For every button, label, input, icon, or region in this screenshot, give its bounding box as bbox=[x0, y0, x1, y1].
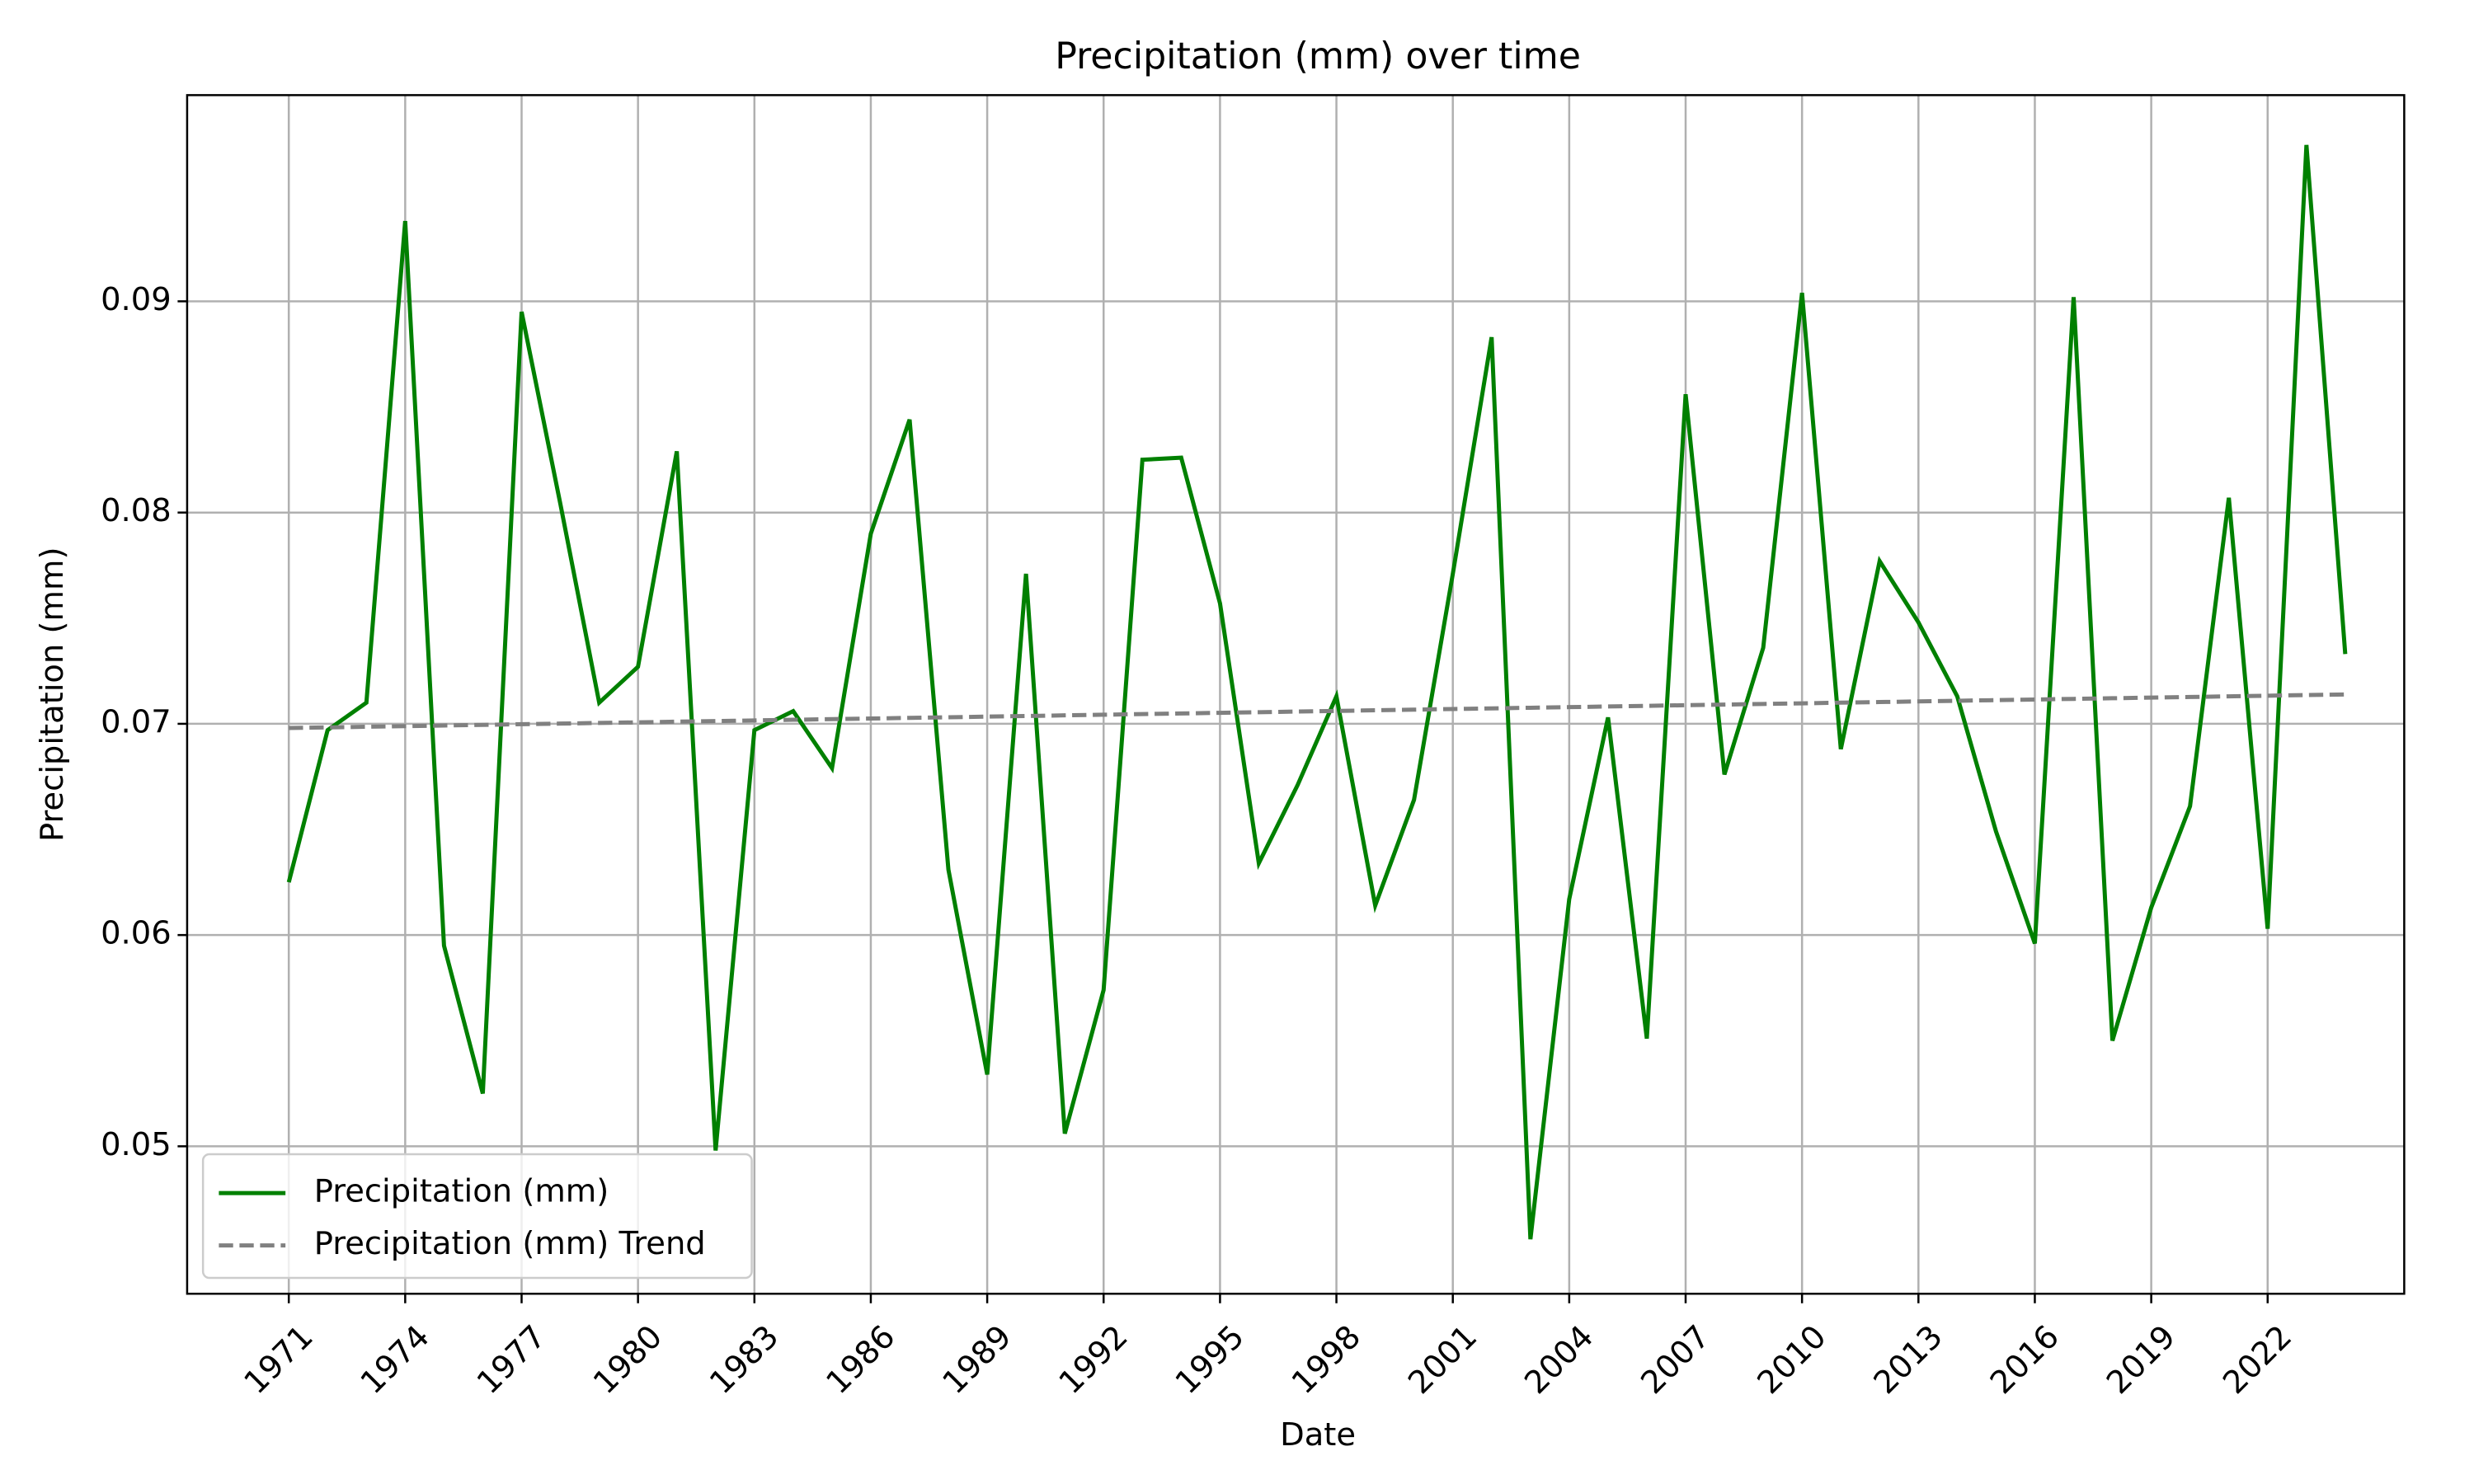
grid bbox=[186, 95, 2405, 1294]
x-tick-label: 1986 bbox=[819, 1318, 902, 1402]
x-tick-label: 2016 bbox=[1983, 1318, 2067, 1402]
legend: Precipitation (mm) Precipitation (mm) Tre… bbox=[201, 1153, 753, 1280]
plot-frame bbox=[186, 94, 2406, 1295]
x-tick-label: 1974 bbox=[354, 1318, 437, 1402]
x-tick-label: 1989 bbox=[935, 1318, 1018, 1402]
y-tick-label: 0.06 bbox=[101, 915, 172, 952]
x-axis-label: Date bbox=[1280, 1416, 1356, 1453]
data-line bbox=[289, 692, 2345, 730]
x-tick-label: 2001 bbox=[1401, 1318, 1484, 1402]
x-tick-label: 1983 bbox=[703, 1318, 786, 1402]
x-tick-label: 1971 bbox=[238, 1318, 321, 1402]
x-tick-label: 1998 bbox=[1285, 1318, 1368, 1402]
y-tick-label: 0.08 bbox=[101, 492, 172, 529]
x-tick-label: 1977 bbox=[470, 1318, 553, 1402]
x-tick-label: 1980 bbox=[586, 1318, 670, 1402]
legend-label: Precipitation (mm) bbox=[314, 1173, 609, 1210]
data-line bbox=[286, 144, 2348, 1240]
y-tick-label: 0.09 bbox=[101, 281, 172, 318]
x-tick-label: 2013 bbox=[1867, 1318, 1950, 1402]
x-tick-label: 2010 bbox=[1751, 1318, 1834, 1402]
chart-title: Precipitation (mm) over time bbox=[1055, 35, 1581, 77]
x-tick-label: 1995 bbox=[1169, 1318, 1252, 1402]
x-tick-label: 2019 bbox=[2100, 1318, 2183, 1402]
y-tick-label: 0.07 bbox=[101, 703, 172, 740]
x-tick-label: 1992 bbox=[1052, 1318, 1136, 1402]
legend-box bbox=[201, 1153, 753, 1280]
legend-label: Precipitation (mm) Trend bbox=[314, 1225, 706, 1262]
y-axis-label: Precipitation (mm) bbox=[34, 547, 71, 843]
x-tick-label: 2007 bbox=[1634, 1318, 1717, 1402]
y-tick-label: 0.05 bbox=[101, 1126, 172, 1163]
x-tick-label: 2022 bbox=[2216, 1318, 2299, 1402]
x-tick-label: 2004 bbox=[1517, 1318, 1601, 1402]
